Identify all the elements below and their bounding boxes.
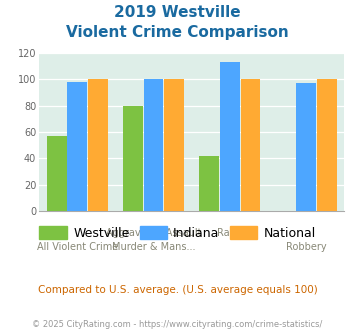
Text: 2019 Westville: 2019 Westville — [114, 5, 241, 20]
Text: All Violent Crime: All Violent Crime — [37, 242, 118, 252]
Text: © 2025 CityRating.com - https://www.cityrating.com/crime-statistics/: © 2025 CityRating.com - https://www.city… — [32, 320, 323, 329]
Bar — [47, 136, 66, 211]
Bar — [220, 62, 240, 211]
Bar — [241, 79, 260, 211]
Text: Compared to U.S. average. (U.S. average equals 100): Compared to U.S. average. (U.S. average … — [38, 285, 317, 295]
Bar — [296, 83, 316, 211]
Bar — [144, 79, 163, 211]
Bar — [88, 79, 108, 211]
Text: Rape: Rape — [217, 228, 242, 238]
Text: Robbery: Robbery — [286, 242, 327, 252]
Bar — [123, 106, 143, 211]
Bar — [317, 79, 337, 211]
Bar — [164, 79, 184, 211]
Text: Murder & Mans...: Murder & Mans... — [112, 242, 195, 252]
Bar — [67, 82, 87, 211]
Text: Violent Crime Comparison: Violent Crime Comparison — [66, 25, 289, 40]
Legend: Westville, Indiana, National: Westville, Indiana, National — [34, 221, 321, 245]
Bar — [200, 156, 219, 211]
Text: Aggravated Assault: Aggravated Assault — [106, 228, 201, 238]
